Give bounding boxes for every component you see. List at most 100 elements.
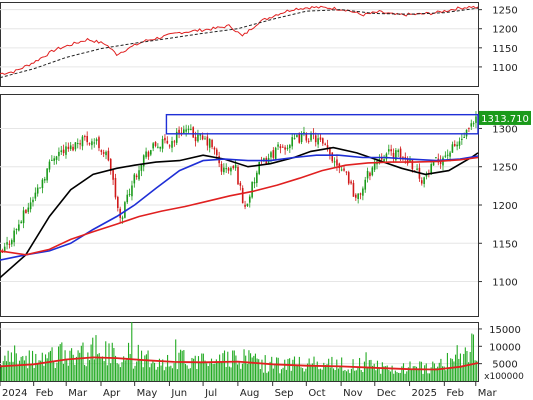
volume-bar xyxy=(287,358,289,381)
volume-bar xyxy=(131,322,133,381)
volume-bar xyxy=(336,359,338,381)
volume-bar xyxy=(199,362,201,381)
price-range-box xyxy=(165,113,479,135)
price-candle-body xyxy=(340,169,343,171)
volume-bar xyxy=(446,352,448,381)
volume-bar xyxy=(25,355,27,381)
volume-bar xyxy=(45,354,47,381)
price-candle-body xyxy=(182,129,185,134)
price-candle-body xyxy=(246,203,249,206)
volume-bar xyxy=(180,349,182,381)
price-candle-body xyxy=(48,161,51,170)
volume-bar xyxy=(245,355,247,381)
price-candle-body xyxy=(253,182,256,184)
price-candle-body xyxy=(230,167,232,172)
volume-bar xyxy=(428,373,431,381)
volume-bar xyxy=(67,365,69,381)
volume-bar xyxy=(74,364,76,381)
volume-bar xyxy=(451,358,453,381)
date-axis-tick-label: Jun xyxy=(170,388,187,399)
volume-bar xyxy=(461,366,463,381)
price-candle-body xyxy=(364,179,367,190)
price-candle-body xyxy=(420,180,423,184)
volume-bar xyxy=(240,368,242,381)
upper-indicator-panel: 1100 1150 1200 1250 xyxy=(0,2,518,87)
volume-bar xyxy=(43,365,45,381)
price-candle-body xyxy=(244,204,246,207)
price-candle-body xyxy=(168,145,171,147)
price-candle-body xyxy=(51,159,53,161)
volume-bar xyxy=(100,358,102,381)
volume-bar xyxy=(33,367,35,381)
upper-indicator-frame xyxy=(0,2,479,87)
price-candle-body xyxy=(409,159,411,163)
price-candle-body xyxy=(371,167,374,176)
price-candle-body xyxy=(293,138,296,140)
volume-bar xyxy=(56,362,58,381)
volume-bar xyxy=(417,369,419,381)
volume-bar xyxy=(140,350,143,381)
price-candle-body xyxy=(6,242,8,245)
price-candle-body xyxy=(461,138,463,140)
volume-bar xyxy=(189,368,191,381)
price-candle-body xyxy=(446,154,449,156)
volume-bar xyxy=(176,369,178,381)
volume-bar xyxy=(23,360,25,381)
volume-bar xyxy=(456,345,458,381)
volume-bar xyxy=(88,360,91,381)
volume-bar xyxy=(53,361,55,381)
volume-bar xyxy=(259,369,261,381)
volume-bar xyxy=(362,372,364,381)
price-candle-body xyxy=(475,116,477,123)
price-candle-body xyxy=(140,164,143,171)
volume-bar xyxy=(215,359,217,381)
volume-bar xyxy=(266,372,268,381)
date-axis-tick-label: Mar xyxy=(478,388,498,399)
price-candle-body xyxy=(178,129,180,135)
volume-bar xyxy=(341,357,343,381)
volume-bar xyxy=(267,371,270,381)
volume-bar xyxy=(321,369,323,381)
volume-tick-label: 10000 xyxy=(489,342,521,353)
volume-bar xyxy=(126,358,128,381)
price-candle-body xyxy=(366,170,369,179)
price-candle-body xyxy=(3,246,6,251)
volume-bar xyxy=(152,361,154,381)
volume-bar xyxy=(263,372,265,381)
price-candle-body xyxy=(220,163,223,172)
price-candle-body xyxy=(62,149,65,154)
volume-bar xyxy=(445,370,447,381)
price-candle-body xyxy=(147,151,150,157)
volume-bar xyxy=(10,352,12,381)
volume-bar xyxy=(1,365,3,381)
price-candle-body xyxy=(206,136,209,146)
volume-bar xyxy=(250,353,252,381)
price-candle-body xyxy=(128,193,131,195)
price-candle-body xyxy=(55,156,58,160)
price-candle-body xyxy=(58,151,60,157)
price-candle-body xyxy=(432,160,435,166)
volume-bar xyxy=(22,356,24,381)
volume-bar xyxy=(69,350,71,381)
price-candle-body xyxy=(161,139,164,149)
price-candle-body xyxy=(430,164,433,174)
volume-bar xyxy=(424,365,426,381)
volume-bar xyxy=(319,368,322,381)
volume-bar xyxy=(469,351,471,381)
volume-bar xyxy=(14,345,16,381)
price-candle-body xyxy=(347,172,350,184)
price-candle-body xyxy=(142,155,145,167)
volume-bar xyxy=(201,353,203,381)
volume-bar xyxy=(66,359,68,381)
volume-bar xyxy=(134,365,136,381)
volume-bar xyxy=(139,360,141,381)
price-candle-body xyxy=(458,141,461,146)
price-candle-body xyxy=(399,148,402,159)
volume-bar xyxy=(236,364,239,381)
volume-bar xyxy=(246,363,248,381)
price-candle-body xyxy=(352,182,355,197)
price-candle-body xyxy=(322,138,324,144)
volume-bar xyxy=(171,368,174,381)
volume-bar xyxy=(108,343,110,381)
price-candle-body xyxy=(383,159,385,162)
